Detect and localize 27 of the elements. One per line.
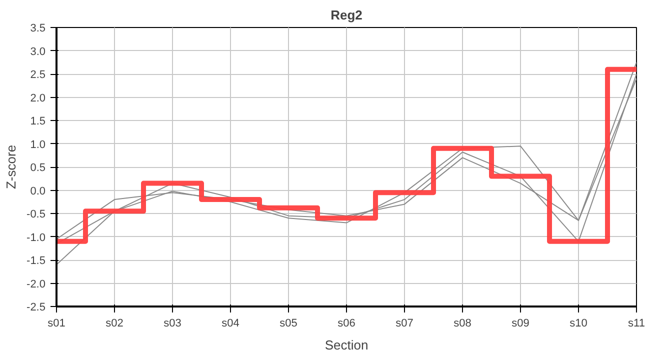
y-tick-label: 2.5 [30,69,46,81]
y-axis-title: Z-score [4,144,19,190]
x-tick-label: s10 [570,318,588,330]
y-tick-label: -2.5 [26,302,46,314]
x-tick-label: s01 [48,318,66,330]
y-tick-label: -1.5 [26,255,46,267]
chart-title: Reg2 [330,8,362,22]
y-tick-label: 1.5 [30,116,46,128]
y-tick-label: 3.0 [30,46,46,58]
y-tick-label: -1.0 [26,232,46,244]
x-tick-label: s06 [338,318,356,330]
y-tick-label: -0.5 [26,208,46,220]
y-tick-label: 3.5 [30,22,46,34]
y-tick-label: 2.0 [30,92,46,104]
x-tick-label: s08 [454,318,472,330]
y-tick-label: 0.0 [30,185,46,198]
x-tick-label: s05 [280,318,298,330]
x-tick-label: s03 [164,318,182,330]
y-tick-label: 0.5 [30,162,46,174]
x-tick-label: s07 [396,318,414,330]
x-tick-label: s02 [106,318,124,330]
y-tick-label: 1.0 [30,138,46,151]
x-tick-label: s04 [222,318,240,330]
x-tick-label: s11 [628,318,645,330]
x-tick-label: s09 [512,318,530,330]
x-axis-title: Section [324,338,368,352]
y-tick-label: -2.0 [26,278,46,290]
